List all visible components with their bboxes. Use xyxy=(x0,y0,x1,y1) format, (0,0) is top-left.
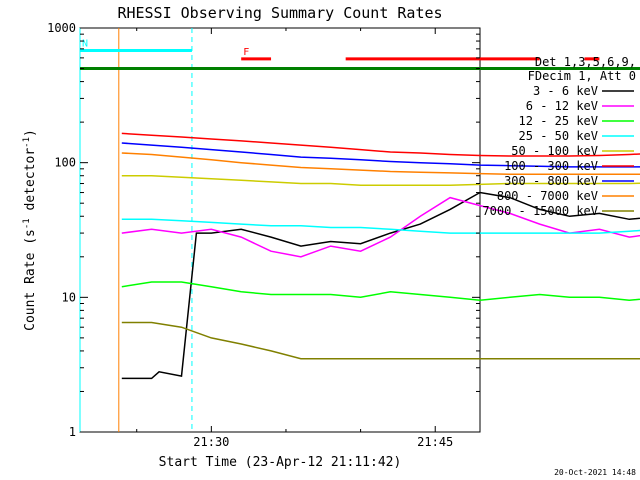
legend-label-6: 300 - 800 keV xyxy=(504,174,598,188)
legend-label-5: 100 - 300 keV xyxy=(504,159,598,173)
legend: Det 1,3,5,6,9, FDecim 1, Att 0 3 - 6 keV… xyxy=(482,55,636,218)
legend-label-0: 3 - 6 keV xyxy=(533,84,598,98)
y-tick-label-3: 1000 xyxy=(47,21,76,35)
axis-ticks: 21:30 21:45 1 10 100 1000 xyxy=(47,21,480,449)
y-tick-label-1: 10 xyxy=(62,290,76,304)
chart-title: RHESSI Observing Summary Count Rates xyxy=(117,4,442,22)
series-lines xyxy=(121,132,640,380)
series-line-0 xyxy=(121,191,640,380)
x-tick-label-2: 21:45 xyxy=(417,435,453,449)
series-line-8 xyxy=(121,321,640,360)
series-line-3 xyxy=(121,218,640,234)
series-line-1 xyxy=(121,196,640,258)
legend-label-3: 25 - 50 keV xyxy=(519,129,598,143)
legend-label-1: 6 - 12 keV xyxy=(526,99,598,113)
y-tick-label-0: 1 xyxy=(69,425,76,439)
series-line-4 xyxy=(121,174,640,186)
x-tick-label-1: 21:30 xyxy=(193,435,229,449)
footer-timestamp: 20-Oct-2021 14:48 xyxy=(554,468,636,477)
series-line-7 xyxy=(121,152,640,176)
legend-label-2: 12 - 25 keV xyxy=(519,114,598,128)
legend-header-line-2: FDecim 1, Att 0 xyxy=(528,69,636,83)
vertical-markers xyxy=(79,28,193,432)
y-axis-label: Count Rate (s-1 detector-1) xyxy=(22,129,38,331)
legend-label-7: 800 - 7000 keV xyxy=(497,189,598,203)
legend-label-4: 50 - 100 keV xyxy=(511,144,598,158)
legend-label-8: 7000 - 15000 keV xyxy=(482,204,598,218)
x-axis-label: Start Time (23-Apr-12 21:11:42) xyxy=(159,455,402,470)
series-line-6 xyxy=(121,142,640,168)
legend-header-line-1: Det 1,3,5,6,9, xyxy=(535,55,636,69)
series-line-5 xyxy=(121,132,640,157)
status-bars: NNFRD0RD6S xyxy=(80,39,640,71)
status-bar-label-2: F xyxy=(243,47,249,58)
status-bar-label-0: N xyxy=(82,39,88,50)
series-line-2 xyxy=(121,281,640,302)
y-tick-label-2: 100 xyxy=(54,156,76,170)
